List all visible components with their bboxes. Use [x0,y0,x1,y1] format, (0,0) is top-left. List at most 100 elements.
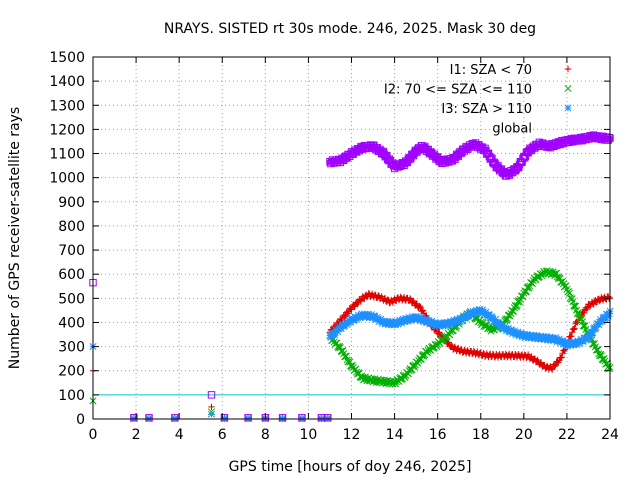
data-point [145,414,153,422]
data-point [130,414,138,422]
data-point [562,339,570,347]
data-point [533,331,541,340]
data-point [506,312,514,320]
data-point [298,414,306,422]
data-point [366,314,374,322]
data-point [278,414,287,422]
data-point [549,366,556,373]
data-point [522,334,530,342]
data-point [576,314,584,322]
data-point [485,311,493,319]
legend: I1: SZA < 70 I2: 70 <= SZA <= 110 I3: SZA … [384,63,572,137]
x-tick-label: 8 [261,427,270,443]
data-point [244,414,252,422]
data-point [525,284,533,292]
x-tick-label: 4 [175,427,184,443]
legend-label: global [492,122,532,137]
y-tick-label: 1000 [49,171,85,187]
data-point [364,310,372,318]
y-tick-label: 800 [58,219,85,235]
legend-marker [564,104,572,112]
series-1 [89,267,614,422]
data-point [407,316,415,325]
data-point [448,341,455,349]
y-tick-label: 0 [76,412,85,428]
data-point [560,347,567,354]
data-point [435,328,442,336]
data-point [555,335,563,343]
data-point [523,330,531,339]
data-point [504,324,512,333]
x-tick-label: 22 [558,427,576,443]
legend-label: I1: SZA < 70 [450,63,532,78]
legend-label: I2: 70 <= SZA <= 110 [384,83,532,98]
series-3 [89,131,614,422]
data-point [371,312,379,320]
data-point [578,315,586,323]
y-tick-label: 1200 [49,122,85,138]
data-point [542,333,550,341]
data-point [393,318,401,326]
data-point [341,313,348,320]
data-point [559,337,567,345]
y-tick-label: 600 [58,267,85,283]
y-tick-label: 500 [58,291,85,307]
data-point [591,325,599,333]
x-tick-label: 20 [515,427,533,443]
data-point [397,319,406,327]
data-point [551,362,559,370]
x-tick-label: 24 [601,427,619,443]
data-point [348,306,355,313]
data-point [565,338,573,346]
legend-marker [564,84,572,93]
data-point [431,318,439,327]
data-point [324,414,332,422]
y-tick-label: 1100 [49,147,85,163]
data-point [367,311,375,319]
data-point [559,277,567,285]
data-point [412,312,420,320]
x-tick-label: 18 [472,427,490,443]
data-point [604,136,612,144]
data-point [579,337,587,345]
data-point [471,310,479,318]
y-tick-label: 1500 [49,50,85,66]
data-point [341,352,350,360]
data-point [334,328,342,336]
data-point [384,318,392,326]
data-point [570,326,578,333]
y-tick-label: 300 [58,340,85,356]
data-point [406,295,414,302]
y-tick-label: 100 [58,388,85,404]
data-point [566,341,574,349]
data-point [436,321,444,329]
data-point [585,333,593,342]
data-point [417,303,424,311]
data-point [414,315,422,323]
legend-label: I3: SZA > 110 [441,102,532,117]
data-point [208,403,215,411]
data-point [551,336,559,344]
data-point [416,302,423,310]
data-point [605,133,613,142]
data-point [600,355,608,363]
data-point [596,318,604,326]
data-point [335,325,343,333]
x-tick-label: 14 [386,427,404,443]
data-point [465,312,473,320]
data-point [356,314,364,322]
data-point [571,325,578,332]
y-tick-label: 400 [58,315,85,331]
x-tick-label: 12 [343,427,361,443]
data-point [514,328,522,336]
data-point [220,414,229,422]
data-point [474,309,482,317]
data-point [595,321,603,329]
legend-marker [564,65,572,73]
data-point [515,298,524,306]
tick-layer: 0 2 4 6 8 10 12 14 16 18 20 22 240100200300400500600… [49,50,619,443]
data-point [452,319,460,327]
data-point [519,332,527,340]
